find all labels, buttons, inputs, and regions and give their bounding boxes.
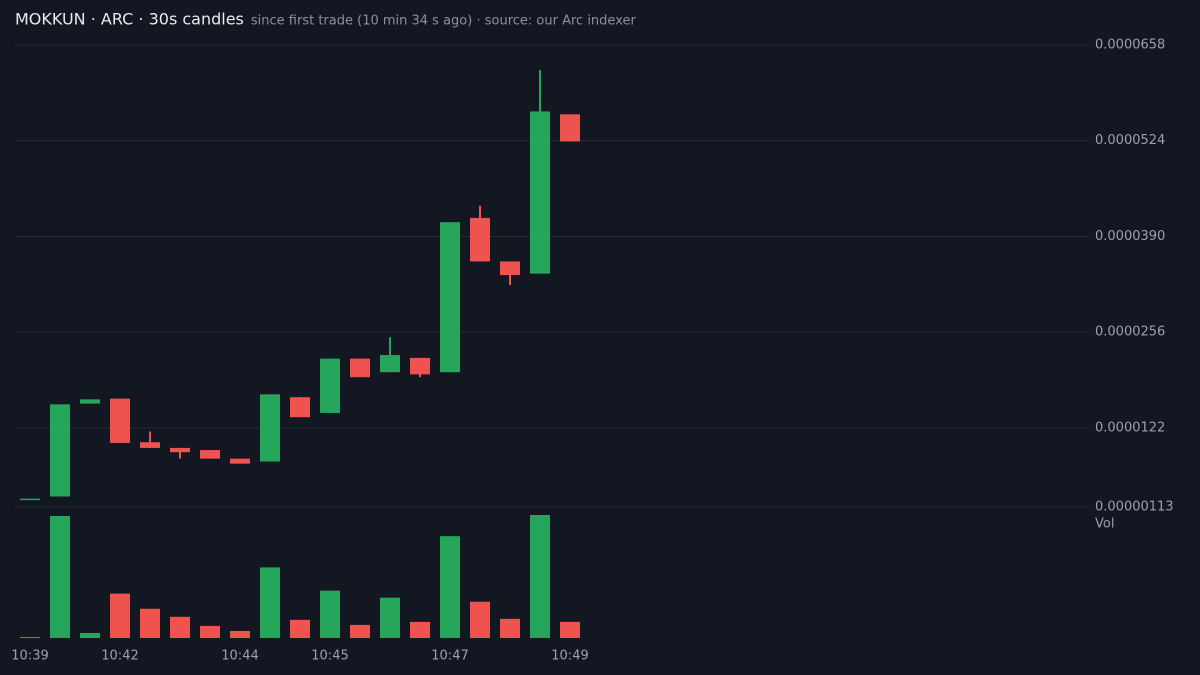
volume-bar: [230, 630, 250, 638]
candle-body: [140, 442, 160, 448]
volume-bar: [530, 515, 550, 638]
candle-body: [560, 114, 580, 142]
volume-bar: [50, 516, 70, 638]
chart-title: MOKKUN · ARC · 30s candles: [15, 10, 244, 29]
candle-body: [230, 458, 250, 464]
volume-bar: [500, 618, 520, 638]
candle-body: [80, 399, 100, 404]
candle-wick: [149, 431, 151, 448]
candle-wick: [389, 337, 391, 373]
candle-body: [320, 358, 340, 413]
volume-bar: [380, 597, 400, 638]
candle-body: [530, 111, 550, 274]
candle-body: [350, 358, 370, 378]
candle-body: [440, 222, 460, 373]
volume-bar: [560, 621, 580, 638]
volume-bar: [20, 636, 40, 638]
candle-body: [260, 394, 280, 462]
y-tick-label: 0.0000524: [1095, 133, 1165, 148]
y-tick-label: 0.00000113: [1095, 500, 1174, 515]
volume-bar: [440, 536, 460, 638]
volume-bar: [110, 593, 130, 638]
volume-bar: [470, 601, 490, 638]
x-tick-label: 10:39: [11, 649, 48, 664]
volume-bar: [260, 567, 280, 638]
chart-subtitle: since first trade (10 min 34 s ago) · so…: [251, 14, 637, 29]
candle-body: [290, 397, 310, 418]
candle-body: [500, 261, 520, 276]
volume-bar: [200, 625, 220, 638]
volume-bar: [80, 632, 100, 638]
candle-body: [170, 447, 190, 453]
volume-label: Vol: [1095, 517, 1114, 532]
x-tick-label: 10:42: [101, 649, 138, 664]
volume-bar: [290, 619, 310, 638]
candle-body: [110, 398, 130, 443]
candle-body: [470, 217, 490, 262]
x-tick-label: 10:45: [311, 649, 348, 664]
volume-bar: [140, 608, 160, 638]
volume-bar: [350, 624, 370, 638]
volume-bar: [410, 621, 430, 638]
x-tick-label: 10:44: [221, 649, 258, 664]
volume-bar: [320, 590, 340, 638]
x-tick-label: 10:47: [431, 649, 468, 664]
candle-body: [410, 357, 430, 375]
y-tick-label: 0.0000122: [1095, 420, 1165, 435]
candle-body: [200, 450, 220, 459]
y-tick-label: 0.0000658: [1095, 38, 1165, 53]
candle-wick: [179, 447, 181, 459]
candle-body: [50, 404, 70, 497]
volume-bar: [170, 616, 190, 638]
candle-body: [380, 355, 400, 373]
y-tick-label: 0.0000256: [1095, 325, 1165, 340]
y-tick-label: 0.0000390: [1095, 229, 1165, 244]
candle-body: [20, 498, 40, 501]
x-tick-label: 10:49: [551, 649, 588, 664]
